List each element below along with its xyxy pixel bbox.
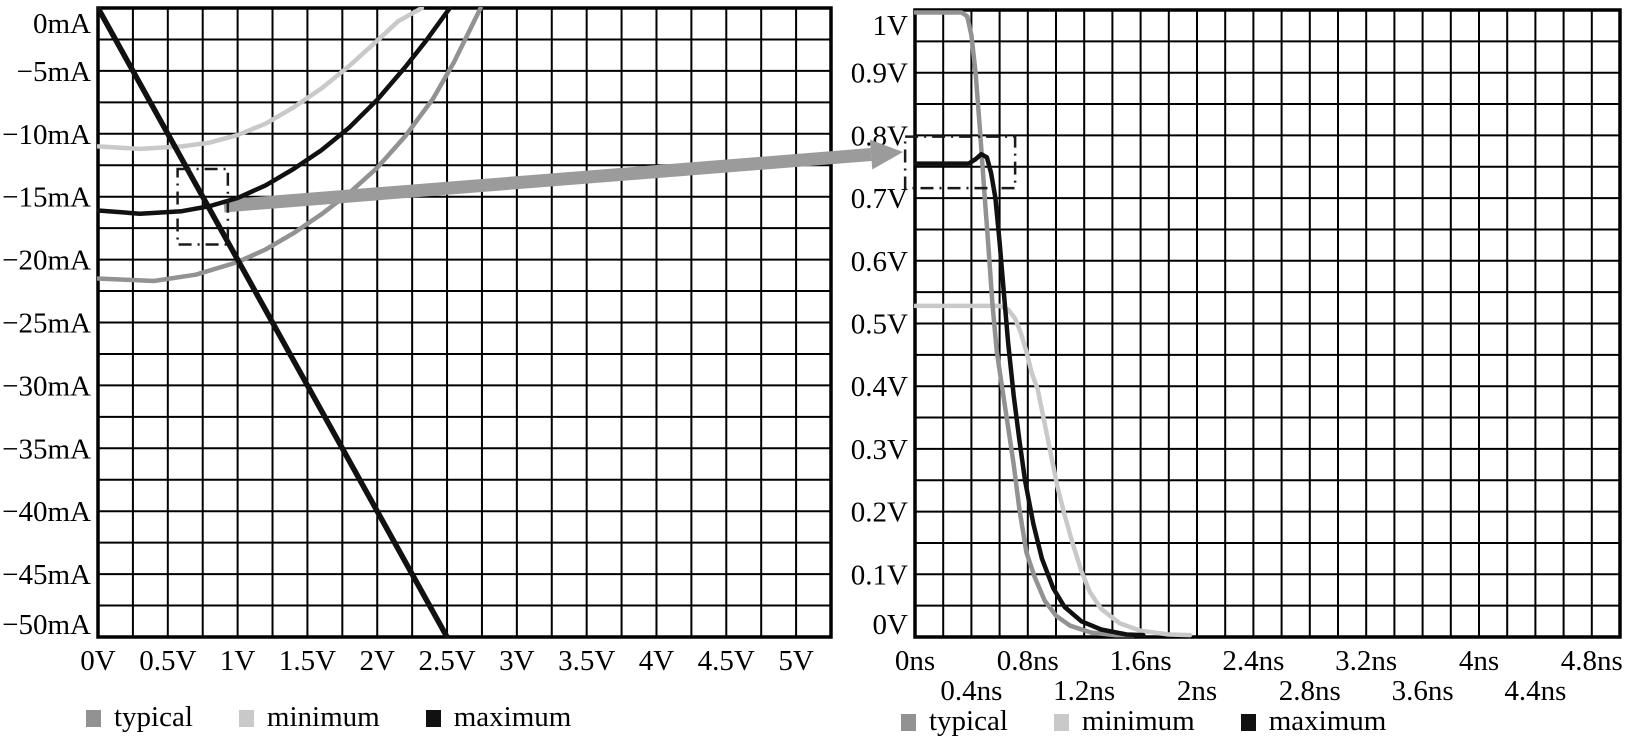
x-tick-label: 4ns — [1459, 645, 1499, 677]
x-tick-label: 0V — [80, 645, 116, 677]
x-tick-label: 2.5V — [418, 645, 475, 677]
legend-label-minimum: minimum — [1081, 705, 1195, 737]
legend-swatch-minimum — [1053, 714, 1069, 731]
x-tick-label: 3.6ns — [1392, 675, 1454, 707]
x-tick-label: 2ns — [1177, 675, 1217, 707]
waveform-grid — [913, 8, 1622, 639]
iv-plot-border — [96, 6, 833, 639]
legend-item-typical: typical — [86, 701, 193, 734]
y-tick-label: −5mA — [17, 56, 91, 88]
x-tick-label: 2V — [360, 645, 396, 677]
transfer-arrow-shaft — [223, 148, 872, 213]
legend-swatch-typical — [901, 714, 916, 731]
y-tick-label: 0.1V — [851, 559, 908, 591]
y-tick-label: −30mA — [2, 370, 91, 402]
legend-item-minimum: minimum — [238, 701, 380, 734]
waveform-axis-labels: 0ns0.4ns0.8ns1.2ns1.6ns2ns2.4ns2.8ns3.2n… — [851, 10, 1623, 707]
legend-item-maximum: maximum — [1240, 705, 1387, 738]
x-tick-label: 4.8ns — [1561, 645, 1623, 677]
x-tick-label: 1.6ns — [1110, 645, 1172, 677]
y-tick-label: −35mA — [2, 433, 91, 465]
curve-maximum-waveform — [914, 151, 1146, 638]
x-tick-label: 3V — [499, 645, 535, 677]
legend-label-maximum: maximum — [453, 701, 572, 733]
x-tick-label: 0ns — [895, 645, 935, 677]
x-tick-label: 2.8ns — [1279, 675, 1341, 707]
x-tick-label: 4.5V — [698, 645, 755, 677]
y-tick-label: 0.2V — [851, 497, 908, 529]
x-tick-label: 1.5V — [279, 645, 336, 677]
x-tick-label: 5V — [778, 645, 814, 677]
y-tick-label: 0.7V — [851, 183, 908, 215]
iv-grid — [96, 6, 833, 639]
operating-point-box-waveform — [903, 135, 1017, 190]
x-tick-label: 3.2ns — [1335, 645, 1397, 677]
x-tick-label: 2.4ns — [1222, 645, 1284, 677]
y-tick-label: −25mA — [2, 308, 91, 340]
y-tick-label: −40mA — [2, 496, 91, 528]
legend-swatch-typical — [86, 710, 101, 727]
legend-swatch-maximum — [425, 710, 441, 727]
y-tick-label: 0.3V — [851, 434, 908, 466]
x-tick-label: 0.8ns — [997, 645, 1059, 677]
y-tick-label: 0V — [873, 609, 909, 641]
x-tick-label: 3.5V — [558, 645, 615, 677]
legend-swatch-minimum — [238, 710, 254, 727]
legend-waveform-chart: typical minimum maximum — [901, 705, 1386, 738]
y-tick-label: 1V — [873, 10, 909, 42]
y-tick-label: 0.5V — [851, 309, 908, 341]
y-tick-label: −45mA — [2, 559, 91, 591]
iv-axis-labels: 0V 0.5V 1V 1.5V 2V 2.5V 3V 3.5V 4V 4.5V 5V 0mA −5mA −… — [2, 8, 814, 677]
y-tick-label: −20mA — [2, 245, 91, 277]
x-tick-label: 4V — [639, 645, 675, 677]
x-tick-label: 1V — [220, 645, 256, 677]
curve-load-line-iv — [97, 7, 450, 638]
curve-minimum-iv — [97, 7, 425, 152]
legend-item-maximum: maximum — [425, 701, 572, 734]
legend-item-minimum: minimum — [1053, 705, 1195, 738]
y-tick-label: −10mA — [2, 119, 91, 151]
waveform-plot-border — [913, 8, 1622, 639]
transfer-arrow — [223, 139, 903, 213]
legend-label-minimum: minimum — [266, 701, 380, 733]
y-tick-label: 0.9V — [851, 58, 908, 90]
curve-typical-iv — [97, 7, 483, 284]
legend-label-typical: typical — [929, 705, 1008, 737]
x-tick-label: 1.2ns — [1053, 675, 1115, 707]
y-tick-label: −15mA — [2, 182, 91, 214]
x-tick-label: 0.4ns — [940, 675, 1002, 707]
transfer-arrow-head — [869, 139, 903, 170]
y-tick-label: 0.4V — [851, 371, 908, 403]
legend-label-maximum: maximum — [1268, 705, 1387, 737]
y-tick-label: 0.6V — [851, 246, 908, 278]
legend-item-typical: typical — [901, 705, 1008, 738]
curve-typical-waveform — [914, 10, 1136, 638]
y-tick-label: 0mA — [33, 8, 91, 40]
y-tick-label: −50mA — [2, 609, 91, 641]
x-tick-label: 4.4ns — [1504, 675, 1566, 707]
curve-minimum-waveform — [914, 303, 1193, 638]
legend-iv-chart: typical minimum maximum — [86, 701, 571, 734]
operating-point-box-iv — [176, 167, 230, 246]
curve-maximum-iv — [97, 7, 453, 216]
legend-swatch-maximum — [1240, 714, 1256, 731]
legend-label-typical: typical — [114, 701, 193, 733]
x-tick-label: 0.5V — [139, 645, 196, 677]
